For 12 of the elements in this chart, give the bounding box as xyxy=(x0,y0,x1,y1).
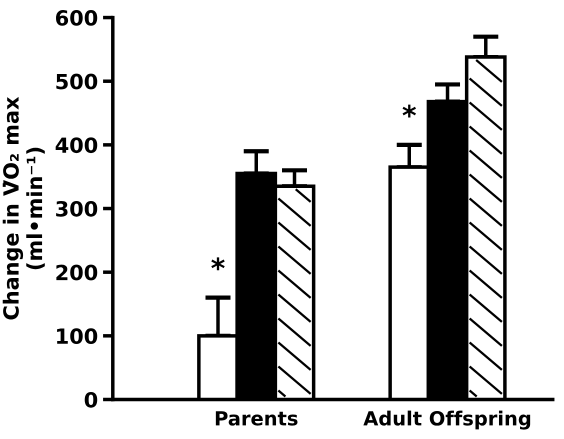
x-tick-label: Adult Offspring xyxy=(363,410,530,430)
y-axis-title: Change in V̇O₂ max (ml•min⁻¹) xyxy=(2,96,45,320)
y-tick-label: 300 xyxy=(56,200,98,217)
y-tick-label: 500 xyxy=(56,74,98,90)
annotation: * xyxy=(402,104,416,118)
y-tick-label: 600 xyxy=(56,10,98,26)
annotation: * xyxy=(211,257,225,270)
y-tick-label: 0 xyxy=(84,392,98,408)
y-tick-label: 400 xyxy=(56,137,98,154)
x-tick-label: Parents xyxy=(216,411,298,426)
y-tick-label: 200 xyxy=(56,264,98,280)
y-tick-label: 100 xyxy=(57,328,98,344)
